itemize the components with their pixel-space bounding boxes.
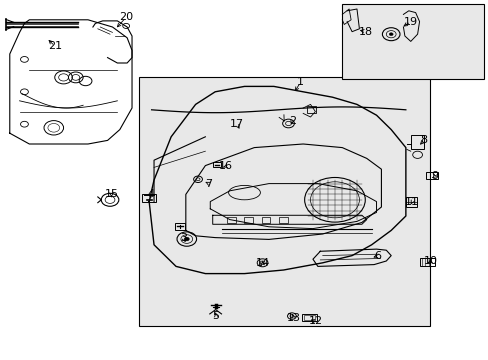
Bar bbox=[244, 217, 253, 223]
Bar bbox=[426, 172, 437, 179]
Text: 18: 18 bbox=[358, 27, 372, 37]
Text: 17: 17 bbox=[229, 119, 243, 129]
Bar bbox=[419, 258, 434, 266]
Bar bbox=[278, 217, 287, 223]
Text: 10: 10 bbox=[424, 256, 437, 266]
Text: 3: 3 bbox=[180, 233, 186, 243]
Text: 21: 21 bbox=[48, 41, 61, 51]
Circle shape bbox=[388, 33, 392, 36]
Bar bbox=[342, 4, 483, 79]
Text: 12: 12 bbox=[308, 316, 322, 327]
Bar bbox=[303, 315, 315, 320]
Text: 15: 15 bbox=[104, 189, 118, 199]
Bar bbox=[213, 162, 221, 167]
Text: 16: 16 bbox=[219, 161, 232, 171]
Bar bbox=[261, 217, 270, 223]
Bar bbox=[139, 77, 429, 326]
Text: 6: 6 bbox=[374, 251, 381, 261]
Text: 20: 20 bbox=[119, 12, 133, 22]
Bar bbox=[410, 135, 424, 149]
Bar bbox=[227, 217, 236, 223]
Bar bbox=[175, 223, 184, 230]
Text: 9: 9 bbox=[431, 171, 438, 181]
Text: 7: 7 bbox=[205, 179, 212, 189]
Text: 8: 8 bbox=[420, 135, 427, 145]
Text: 5: 5 bbox=[212, 311, 219, 321]
Bar bbox=[306, 106, 315, 113]
Text: 1: 1 bbox=[297, 77, 304, 87]
Bar bbox=[142, 194, 156, 202]
Bar bbox=[405, 197, 416, 207]
Bar bbox=[302, 314, 316, 321]
Text: 19: 19 bbox=[403, 17, 417, 27]
Circle shape bbox=[184, 237, 189, 241]
Text: 11: 11 bbox=[405, 197, 418, 207]
Text: 2: 2 bbox=[288, 116, 295, 126]
Text: 13: 13 bbox=[286, 312, 300, 323]
Text: 14: 14 bbox=[255, 258, 269, 268]
Text: 4: 4 bbox=[147, 189, 154, 199]
